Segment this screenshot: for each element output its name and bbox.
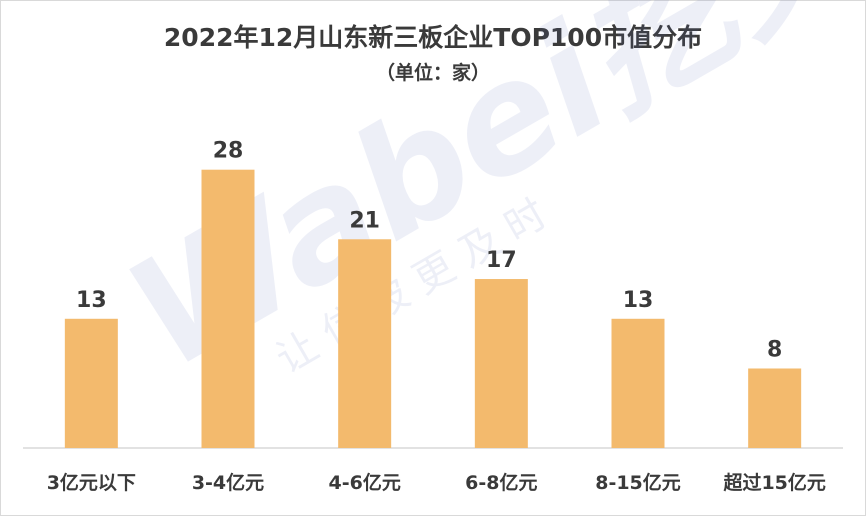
bar bbox=[474, 279, 528, 448]
data-label: 28 bbox=[213, 139, 244, 164]
data-label: 13 bbox=[623, 288, 654, 313]
x-tick-label: 6-8亿元 bbox=[465, 471, 537, 494]
chart-subtitle: （单位：家） bbox=[375, 62, 490, 84]
x-tick-label: 超过15亿元 bbox=[722, 471, 825, 494]
data-label: 13 bbox=[76, 288, 107, 313]
x-tick-label: 4-6亿元 bbox=[329, 471, 401, 494]
bar bbox=[611, 318, 665, 448]
bar bbox=[201, 169, 255, 449]
bar bbox=[748, 368, 802, 448]
data-label: 8 bbox=[767, 337, 782, 362]
x-tick-label: 8-15亿元 bbox=[595, 471, 681, 494]
bar bbox=[64, 318, 118, 448]
x-tick-label: 3-4亿元 bbox=[192, 471, 264, 494]
data-label: 21 bbox=[349, 208, 380, 233]
bar bbox=[338, 239, 392, 448]
data-label: 17 bbox=[486, 248, 517, 273]
chart-title: 2022年12月山东新三板企业TOP100市值分布 bbox=[163, 23, 703, 52]
x-tick-label: 3亿元以下 bbox=[47, 471, 136, 494]
